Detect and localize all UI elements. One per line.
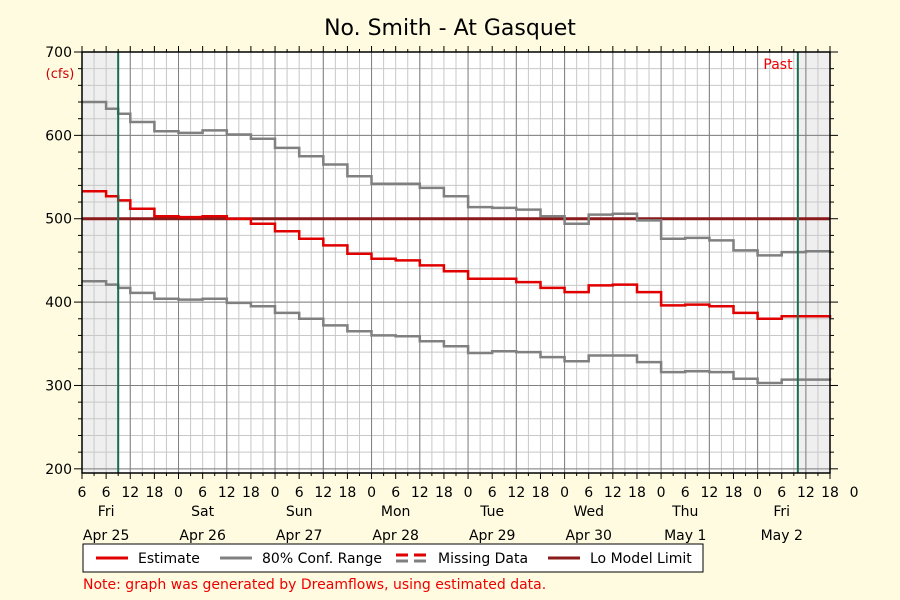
x-tick-label: 6 bbox=[391, 485, 400, 501]
y-axis-unit: (cfs) bbox=[46, 67, 75, 82]
x-tick-label: 18 bbox=[725, 485, 743, 501]
day-date-label: Apr 27 bbox=[276, 528, 322, 544]
conf-range-upper-line bbox=[82, 100, 832, 257]
x-tick-label: 0 bbox=[560, 485, 569, 501]
day-date-label: Apr 28 bbox=[372, 528, 418, 544]
day-weekday-label: Thu bbox=[671, 504, 698, 520]
x-tick-label: 18 bbox=[821, 485, 839, 501]
x-tick-label: 18 bbox=[532, 485, 550, 501]
y-tick-label: 600 bbox=[45, 128, 72, 144]
x-tick-label: 12 bbox=[411, 485, 429, 501]
legend-label: Lo Model Limit bbox=[590, 551, 692, 567]
shaded-region-right bbox=[797, 52, 830, 473]
x-tick-label: 18 bbox=[435, 485, 453, 501]
x-tick-label: 18 bbox=[339, 485, 357, 501]
x-tick-label: 0 bbox=[464, 485, 473, 501]
x-tick-label: 0 bbox=[657, 485, 666, 501]
y-axis-ticks: 200 300 400 500 600 700 bbox=[45, 45, 838, 478]
day-date-label: May 2 bbox=[761, 528, 803, 544]
conf-range-lower-line bbox=[82, 280, 832, 385]
x-tick-label: 12 bbox=[121, 485, 139, 501]
day-weekday-label: Tue bbox=[479, 504, 504, 520]
day-weekday-label: Fri bbox=[98, 504, 115, 520]
x-tick-label: 6 bbox=[78, 485, 87, 501]
x-tick-label: 12 bbox=[218, 485, 236, 501]
y-tick-label: 300 bbox=[45, 378, 72, 394]
x-tick-label: 0 bbox=[850, 485, 859, 501]
legend-box bbox=[82, 543, 704, 573]
y-tick-label: 700 bbox=[45, 45, 72, 61]
y-tick-label: 200 bbox=[45, 462, 72, 478]
day-date-label: Apr 26 bbox=[179, 528, 226, 544]
estimate-line bbox=[82, 189, 832, 321]
past-label: Past bbox=[763, 57, 793, 73]
day-date-label: Apr 30 bbox=[565, 528, 611, 544]
x-tick-label: 18 bbox=[628, 485, 646, 501]
x-tick-label: 12 bbox=[700, 485, 718, 501]
time-markers bbox=[117, 52, 799, 473]
footnote: Note: graph was generated by Dreamflows,… bbox=[83, 577, 546, 593]
x-tick-label: 6 bbox=[681, 485, 690, 501]
x-tick-label: 6 bbox=[584, 485, 593, 501]
shaded-regions bbox=[82, 52, 830, 473]
x-tick-label: 6 bbox=[295, 485, 304, 501]
x-tick-label: 0 bbox=[271, 485, 280, 501]
x-tick-label: 6 bbox=[488, 485, 497, 501]
day-weekday-label: Wed bbox=[573, 504, 604, 520]
x-tick-label: 18 bbox=[242, 485, 260, 501]
x-tick-label: 6 bbox=[777, 485, 786, 501]
day-date-label: May 1 bbox=[664, 528, 706, 544]
legend-label: Estimate bbox=[138, 551, 200, 567]
day-labels: Fri Apr 25 Sat Apr 26 Sun Apr 27 Mon Apr 28 Tue A… bbox=[83, 504, 803, 544]
x-tick-label: 0 bbox=[753, 485, 762, 501]
x-tick-label: 6 bbox=[102, 485, 111, 501]
x-tick-label: 12 bbox=[797, 485, 815, 501]
day-date-label: Apr 29 bbox=[469, 528, 515, 544]
shaded-region-left bbox=[82, 52, 119, 473]
legend-label: 80% Conf. Range bbox=[262, 551, 382, 567]
day-weekday-label: Mon bbox=[381, 504, 411, 520]
legend: Estimate 80% Conf. Range Missing Data Lo Mo… bbox=[82, 543, 704, 573]
x-tick-label: 6 bbox=[198, 485, 207, 501]
y-tick-label: 500 bbox=[45, 212, 72, 228]
day-weekday-label: Sun bbox=[286, 504, 313, 520]
x-tick-label: 12 bbox=[604, 485, 622, 501]
day-date-label: Apr 25 bbox=[83, 528, 129, 544]
x-tick-label: 0 bbox=[367, 485, 376, 501]
x-tick-label: 12 bbox=[314, 485, 332, 501]
x-tick-label: 18 bbox=[145, 485, 163, 501]
legend-label: Missing Data bbox=[438, 551, 528, 567]
chart-title: No. Smith - At Gasquet bbox=[324, 16, 576, 41]
x-tick-label: 12 bbox=[507, 485, 525, 501]
y-tick-label: 400 bbox=[45, 295, 72, 311]
day-weekday-label: Sat bbox=[191, 504, 214, 520]
series-layer bbox=[82, 100, 832, 385]
x-axis-ticks: 6 12 18 0 6 12 18 0 6 12 18 0 6 12 18 0 6 12 18 0 6 12 18 0 6 12 1… bbox=[78, 46, 859, 501]
day-weekday-label: Fri bbox=[773, 504, 790, 520]
x-tick-label: 0 bbox=[174, 485, 183, 501]
